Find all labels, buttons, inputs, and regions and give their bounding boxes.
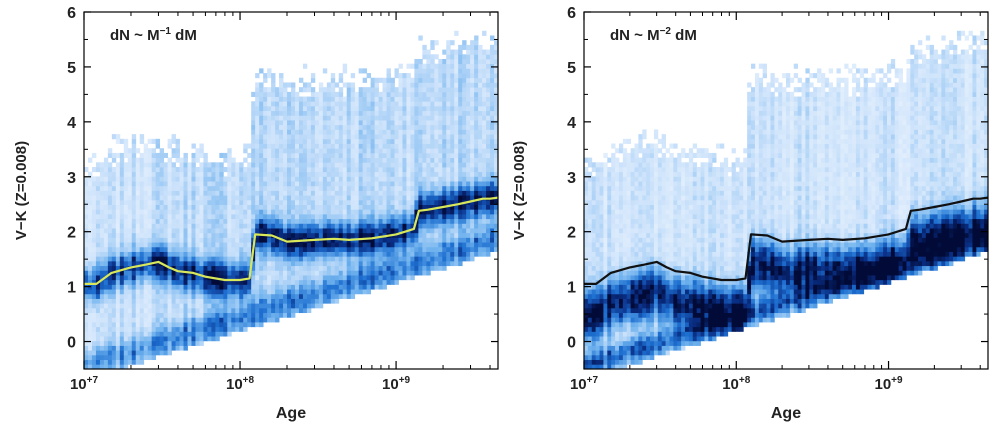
y-tick-label: 3 — [67, 170, 76, 187]
imf-annotation: dN ~ M−2 dM — [610, 26, 697, 44]
panel-2: 0 1 2 3 4 5 6 10+7 10+8 10+9 Age V−K (Z=0.008) dN ~ … — [511, 5, 989, 422]
y-tick-label: 2 — [67, 225, 76, 242]
mean-color-line — [84, 196, 498, 285]
x-tick-label: 10+9 — [874, 375, 903, 393]
x-tick-label: 10+8 — [722, 375, 751, 393]
x-axis-label: Age — [276, 405, 306, 422]
imf-annotation: dN ~ M−1 dM — [110, 26, 197, 44]
y-tick-label: 0 — [67, 335, 76, 352]
y-tick-label: 2 — [567, 225, 576, 242]
x-tick-label: 10+9 — [382, 375, 411, 393]
y-tick-label: 1 — [67, 280, 76, 297]
y-tick-label: 4 — [567, 115, 576, 132]
panel-1: 0 1 2 3 4 5 6 10+7 10+8 10+9 Age V−K (Z=0.008) dN ~ … — [13, 5, 499, 422]
plot-frame — [583, 11, 989, 370]
density-heatmap — [84, 12, 498, 369]
y-tick-label: 6 — [67, 5, 76, 22]
y-tick-label: 4 — [67, 115, 76, 132]
y-tick-label: 0 — [567, 335, 576, 352]
x-tick-label: 10+7 — [70, 375, 99, 393]
x-tick-label: 10+7 — [570, 375, 599, 393]
y-tick-label: 5 — [67, 60, 76, 77]
y-tick-label: 1 — [567, 280, 576, 297]
mean-color-line — [584, 196, 988, 285]
y-axis-label: V−K (Z=0.008) — [511, 141, 528, 240]
y-axis-label: V−K (Z=0.008) — [13, 141, 30, 240]
x-tick-label: 10+8 — [226, 375, 255, 393]
density-heatmap — [584, 12, 988, 369]
y-tick-label: 3 — [567, 170, 576, 187]
x-axis-label: Age — [771, 405, 801, 422]
y-tick-label: 5 — [567, 60, 576, 77]
plot-frame — [83, 11, 499, 370]
y-tick-label: 6 — [567, 5, 576, 22]
